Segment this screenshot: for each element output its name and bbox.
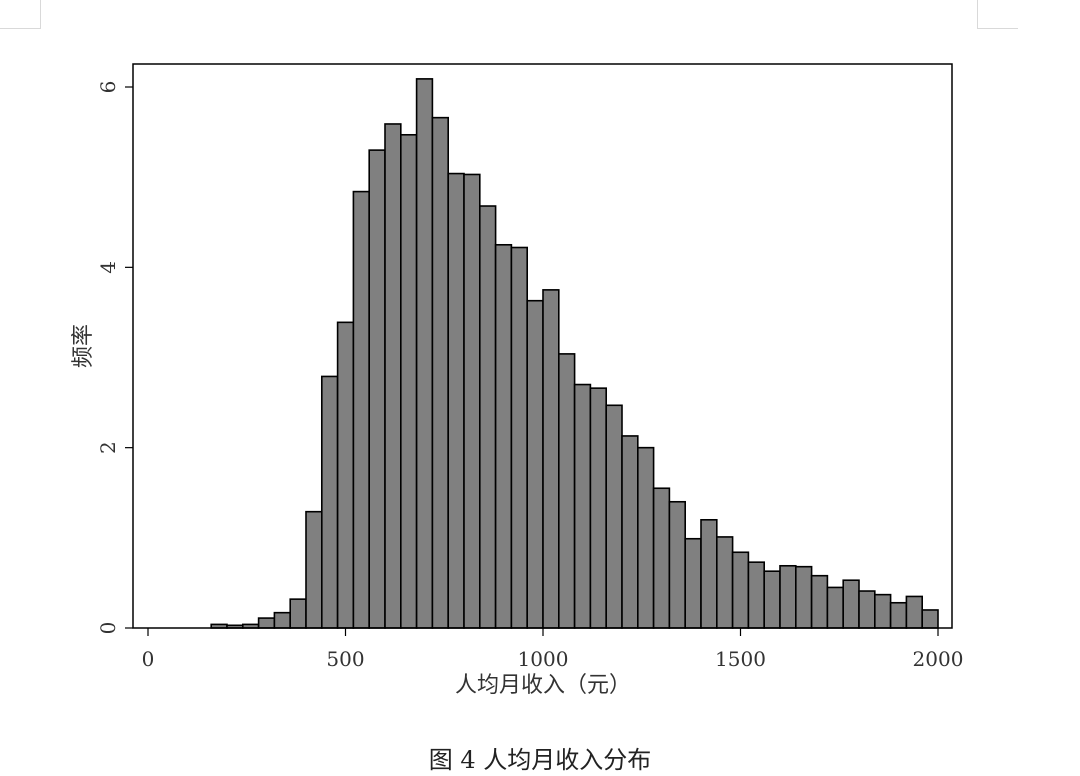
histogram-bar [684,537,702,629]
x-tick-label: 0 [142,647,155,671]
histogram-bar [399,133,418,629]
histogram-bar [715,536,734,629]
histogram-bar [731,551,750,629]
histogram-bar [779,564,797,629]
y-axis-label: 频率 [71,324,96,368]
histogram-bar [668,500,687,629]
histogram-bar [415,78,434,629]
page-corner-mark-right [977,0,1018,29]
histogram-bar [700,518,718,629]
y-tick-label: 0 [96,622,120,635]
histogram-bar [352,190,370,629]
histogram-bar [905,595,924,629]
histogram-bar [478,205,497,629]
histogram-bar [747,561,766,629]
histogram-bar [921,609,939,629]
histogram-bar [320,375,339,629]
histogram-bar [336,321,355,629]
histogram-bar [510,246,528,629]
x-tick-label: 500 [326,647,364,671]
histogram-bar [636,446,655,629]
histogram-bar [447,172,465,629]
figure-caption: 图 4 人均月收入分布 [428,746,652,774]
histogram-bar [589,387,608,629]
histogram-bar [842,579,860,629]
x-axis-label: 人均月收入（元） [455,673,631,698]
histogram-bar [605,404,623,629]
y-tick-label: 6 [96,81,120,94]
histogram-bar [763,570,781,629]
histogram-bar [273,611,291,629]
y-tick-label: 4 [96,261,120,274]
histogram-bar [621,435,639,629]
page-corner-mark-left [0,0,41,29]
histogram-bar [889,601,908,629]
histogram-bar [573,383,592,629]
histogram-bar [494,243,513,629]
histogram-bar [431,116,449,629]
histogram-bar [257,617,276,629]
histogram-bar [826,586,845,629]
histogram-bar [794,565,813,629]
histogram-bar [289,598,307,629]
histogram-bar [810,574,829,629]
histogram-chart: 0 500 1000 1500 2000 0 2 4 6 人均月收入（元） 频率 [71,63,963,698]
histogram-bar [305,510,323,629]
histogram-bar [368,149,386,629]
histogram-bar [858,590,876,629]
histogram-bar [557,353,576,629]
x-tick-label: 2000 [913,647,964,671]
histogram-bar [542,289,560,629]
histogram-bar [526,299,544,629]
x-tick-label: 1000 [518,647,569,671]
histogram-bar [463,173,481,629]
axes-group: 0 500 1000 1500 2000 0 2 4 6 [96,81,963,671]
histogram-bar [384,123,402,629]
histogram-bar [652,487,671,629]
y-tick-label: 2 [96,441,120,454]
x-tick-label: 1500 [715,647,766,671]
bars-group [210,78,939,629]
histogram-bar [873,593,892,629]
